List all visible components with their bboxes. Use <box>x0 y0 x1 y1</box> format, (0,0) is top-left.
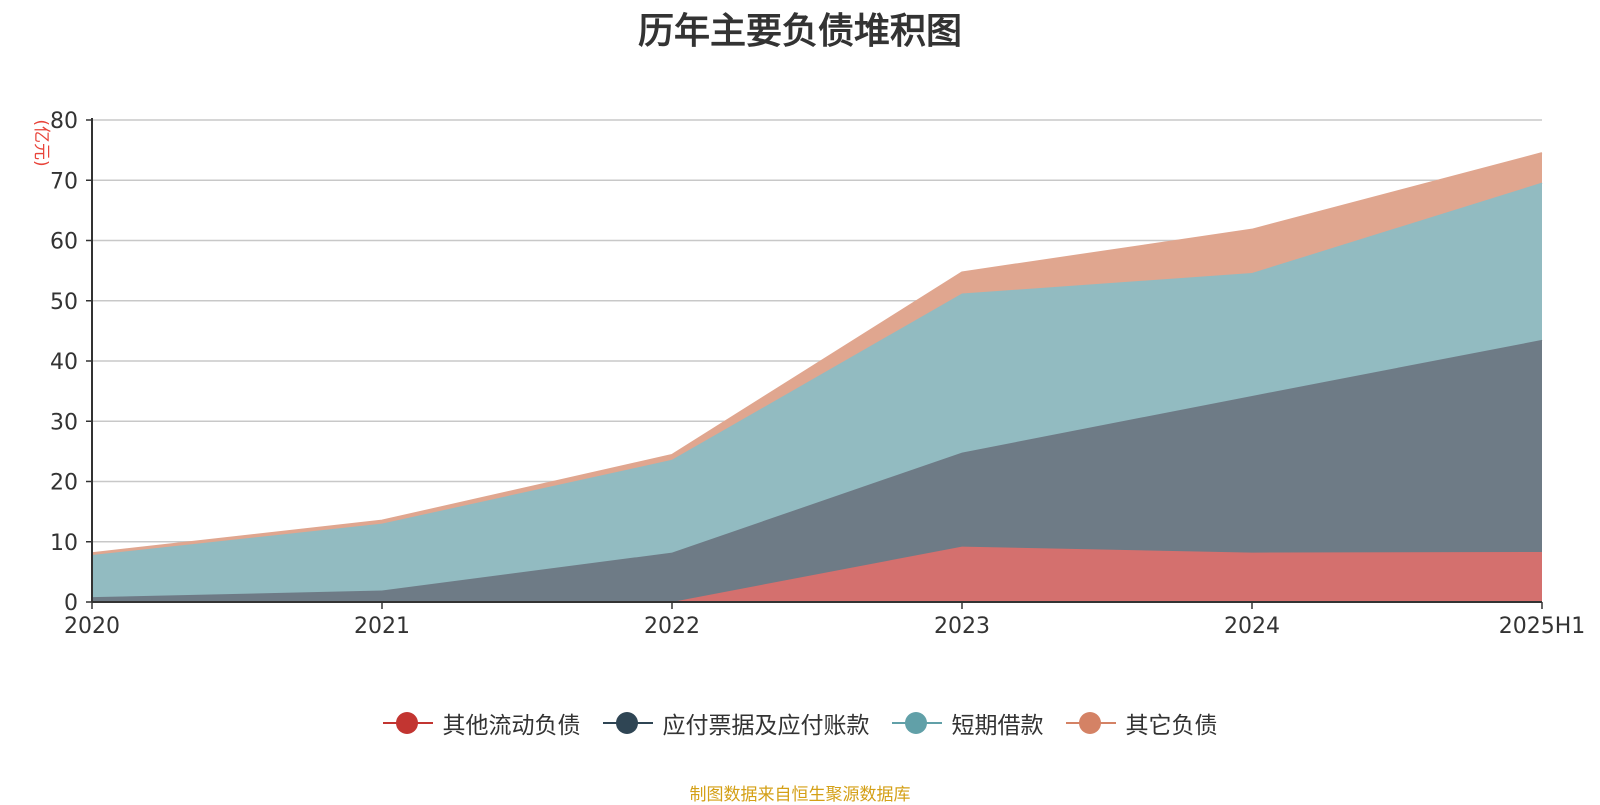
chart-title: 历年主要负债堆积图 <box>637 11 962 52</box>
legend-item-1[interactable]: 其他流动负债 <box>382 706 581 740</box>
x-tick-label: 2024 <box>1224 614 1280 639</box>
legend-label: 短期借款 <box>951 713 1044 739</box>
legend-item-4[interactable]: 其它负债 <box>1065 706 1218 740</box>
y-tick-label: 10 <box>50 531 78 556</box>
source-note: 制图数据来自恒生聚源数据库 <box>689 785 911 805</box>
y-tick-label: 50 <box>50 290 78 315</box>
legend-label: 应付票据及应付账款 <box>662 713 870 739</box>
legend-label: 其它负债 <box>1125 713 1218 739</box>
y-axis-unit-label: (亿元) <box>31 119 51 166</box>
y-tick-label: 30 <box>50 410 78 435</box>
x-tick-label: 2020 <box>64 614 120 639</box>
area-series-3 <box>92 182 1542 598</box>
legend-item-2[interactable]: 应付票据及应付账款 <box>602 706 870 740</box>
y-tick-label: 0 <box>64 591 78 616</box>
legend-item-3[interactable]: 短期借款 <box>891 706 1044 740</box>
y-tick-label: 40 <box>50 350 78 375</box>
area-series-3-edge <box>91 181 1543 556</box>
x-tick-label: 2023 <box>934 614 990 639</box>
y-tick-label: 80 <box>50 109 78 134</box>
legend-marker-icon <box>382 711 433 735</box>
x-tick-label: 2022 <box>644 614 700 639</box>
area-series-4-edge <box>91 152 1543 555</box>
chart-legend: 其他流动负债 应付票据及应付账款 短期借款 其它负债 <box>0 706 1600 740</box>
axes <box>86 118 1543 609</box>
y-tick-label: 20 <box>50 471 78 496</box>
legend-label: 其他流动负债 <box>442 713 581 739</box>
legend-marker-icon <box>602 711 653 735</box>
area-series-4 <box>92 153 1542 556</box>
area-series-2 <box>92 339 1542 602</box>
area-layers <box>91 152 1543 603</box>
legend-marker-icon <box>891 711 942 735</box>
legend-marker-icon <box>1065 711 1116 735</box>
y-tick-label: 60 <box>50 230 78 255</box>
tick-labels: 0 10 20 30 40 50 60 70 80 2020 2021 2022 2023 2024 202… <box>50 109 1585 639</box>
y-tick-label: 70 <box>50 169 78 194</box>
x-tick-label: 2025H1 <box>1499 614 1586 639</box>
x-tick-label: 2021 <box>354 614 410 639</box>
